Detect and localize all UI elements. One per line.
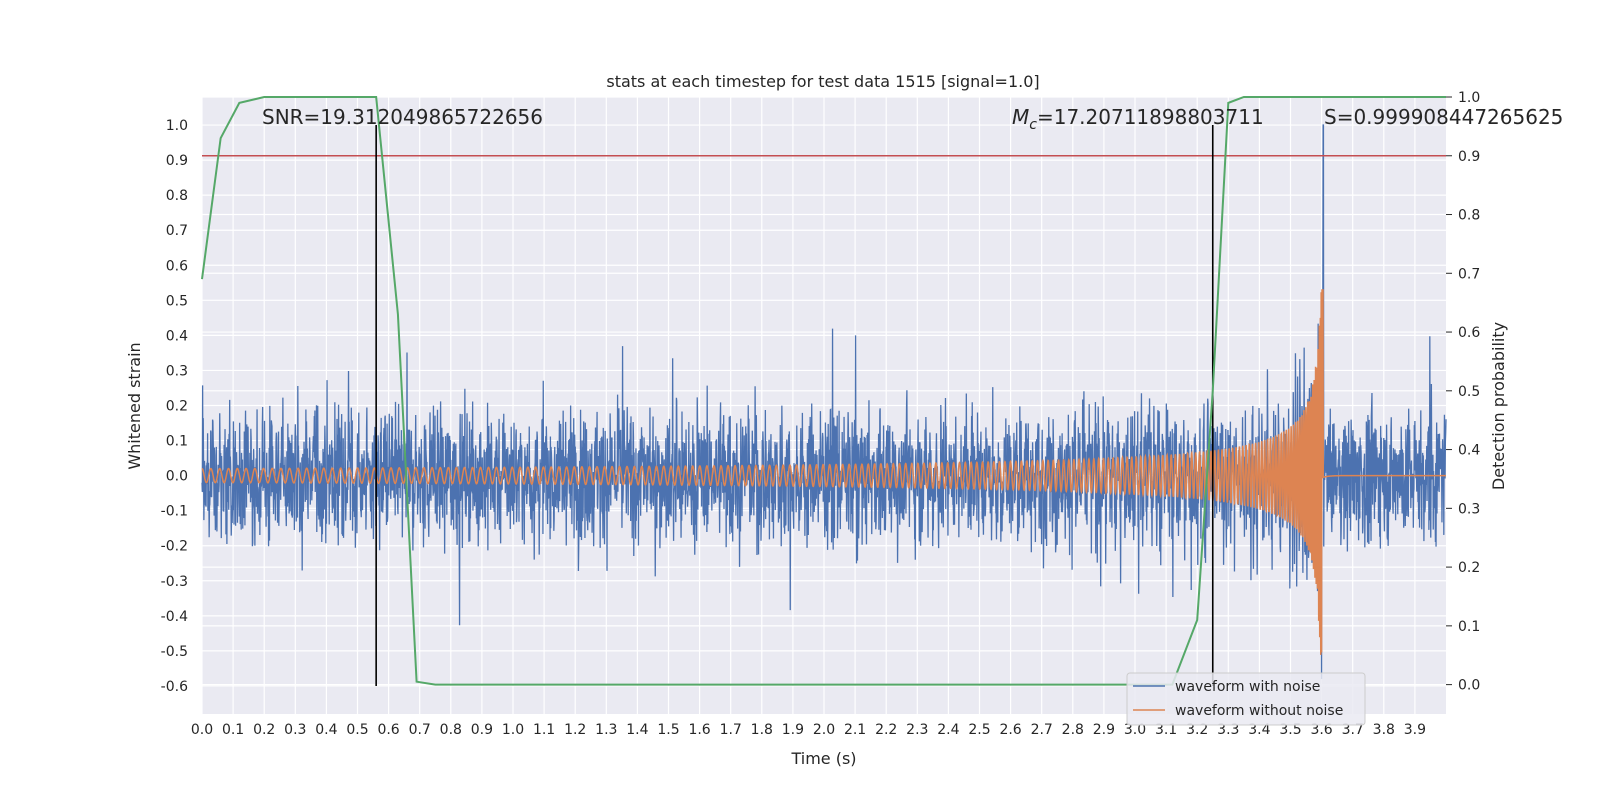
x-tick-label: 0.7: [409, 722, 431, 738]
x-tick-label: 1.3: [595, 722, 617, 738]
x-tick-label: 2.2: [875, 722, 897, 738]
legend: waveform with noise waveform without noi…: [1126, 672, 1366, 726]
x-tick-label: 2.6: [999, 722, 1021, 738]
x-tick-label: 0.1: [222, 722, 244, 738]
x-tick-label: 3.5: [1279, 722, 1301, 738]
y2-tick-label: 0.1: [1458, 619, 1480, 635]
x-tick-label: 2.4: [937, 722, 959, 738]
x-tick-label: 2.9: [1093, 722, 1115, 738]
detection-probability-line: [201, 96, 1446, 686]
y-tick-label: -0.5: [161, 644, 188, 660]
x-tick-label: 0.4: [315, 722, 337, 738]
x-tick-label: 1.1: [533, 722, 555, 738]
legend-noise-label: waveform with noise: [1175, 679, 1320, 695]
x-tick-label: 1.5: [657, 722, 679, 738]
y-tick-label: 0.6: [166, 258, 188, 274]
y2-axis-label: Detection probability: [1489, 322, 1508, 490]
y-tick-label: 0.2: [166, 399, 188, 415]
legend-clean-label: waveform without noise: [1175, 703, 1343, 719]
x-tick-label: 1.2: [564, 722, 586, 738]
grid: [201, 96, 1446, 714]
chirp-mass-annotation: Mc=17.20711898803711: [1012, 105, 1264, 133]
y-tick-label: 0.5: [166, 293, 188, 309]
y-tick-label: 0.8: [166, 188, 188, 204]
y2-tick-label: 0.2: [1458, 560, 1480, 576]
clean-waveform-line: [201, 289, 1446, 655]
y2-tick-label: 0.4: [1458, 443, 1480, 459]
x-tick-label: 2.1: [844, 722, 866, 738]
y2-tick-label: 0.3: [1458, 501, 1480, 517]
x-tick-label: 1.8: [751, 722, 773, 738]
x-tick-label: 2.3: [906, 722, 928, 738]
x-tick-label: 1.6: [688, 722, 710, 738]
x-tick-label: 1.7: [720, 722, 742, 738]
legend-box: [1126, 672, 1366, 726]
y-tick-label: 0.0: [166, 469, 188, 485]
y-tick-label: 0.1: [166, 434, 188, 450]
y2-tick-label: 1.0: [1458, 90, 1480, 106]
y-tick-label: -0.6: [161, 679, 188, 695]
x-axis-label: Time (s): [790, 749, 856, 768]
x-tick-label: 0.3: [284, 722, 306, 738]
chart-title: stats at each timestep for test data 151…: [606, 72, 1039, 91]
y2-tick-label: 0.7: [1458, 266, 1480, 282]
x-tick-label: 0.2: [253, 722, 275, 738]
x-tick-label: 3.3: [1217, 722, 1239, 738]
x-tick-label: 2.0: [813, 722, 835, 738]
x-tick-label: 0.0: [191, 722, 213, 738]
x-tick-label: 0.6: [377, 722, 399, 738]
y-axis-label: Whitened strain: [125, 342, 144, 469]
y2-tick-label: 0.6: [1458, 325, 1480, 341]
y2-tick-label: 0.8: [1458, 208, 1480, 224]
x-tick-label: 1.4: [626, 722, 648, 738]
snr-annotation: SNR=19.312049865722656: [262, 105, 543, 129]
x-tick-label: 3.4: [1248, 722, 1270, 738]
x-tick-label: 2.8: [1062, 722, 1084, 738]
chirp-mass-symbol: M: [1012, 105, 1029, 129]
x-tick-label: 3.9: [1404, 722, 1426, 738]
series-layer: [201, 96, 1447, 686]
y-tick-label: -0.3: [161, 574, 188, 590]
y-tick-label: -0.4: [161, 609, 188, 625]
x-tick-label: 3.7: [1342, 722, 1364, 738]
x-tick-label: 3.6: [1310, 722, 1332, 738]
x-tick-label: 3.0: [1124, 722, 1146, 738]
x-tick-label: 1.0: [502, 722, 524, 738]
x-tick-label: 3.1: [1155, 722, 1177, 738]
x-tick-label: 2.5: [968, 722, 990, 738]
y2-tick-labels: 0.0 0.1 0.2 0.3 0.4 0.5 0.6 0.7 0.8 0.9 1.0: [1446, 90, 1480, 694]
y-tick-label: -0.2: [161, 539, 188, 555]
x-tick-labels: 0.0 0.1 0.2 0.3 0.4 0.5 0.6 0.7 0.8 0.9 1.0 1.1 1.2 1…: [191, 722, 1426, 738]
x-tick-label: 2.7: [1031, 722, 1053, 738]
y-tick-label: -0.1: [161, 504, 188, 520]
x-tick-label: 3.8: [1373, 722, 1395, 738]
x-tick-label: 0.9: [471, 722, 493, 738]
y-tick-label: 0.4: [166, 328, 188, 344]
chirp-mass-value: =17.20711898803711: [1037, 105, 1264, 129]
y-tick-label: 0.7: [166, 223, 188, 239]
y-tick-labels: -0.6 -0.5 -0.4 -0.3 -0.2 -0.1 0.0 0.1 0.2 0.3 0.4 0…: [161, 118, 188, 695]
y-tick-label: 1.0: [166, 118, 188, 134]
x-tick-label: 3.2: [1186, 722, 1208, 738]
x-tick-label: 1.9: [782, 722, 804, 738]
y2-tick-label: 0.5: [1458, 384, 1480, 400]
y2-tick-label: 0.9: [1458, 149, 1480, 165]
significance-annotation: S=0.999908447265625: [1324, 105, 1563, 129]
y2-tick-label: 0.0: [1458, 678, 1480, 694]
y-tick-label: 0.3: [166, 363, 188, 379]
x-tick-label: 0.5: [346, 722, 368, 738]
chirp-mass-subscript: c: [1029, 117, 1037, 133]
x-tick-label: 0.8: [440, 722, 462, 738]
y-tick-label: 0.9: [166, 153, 188, 169]
